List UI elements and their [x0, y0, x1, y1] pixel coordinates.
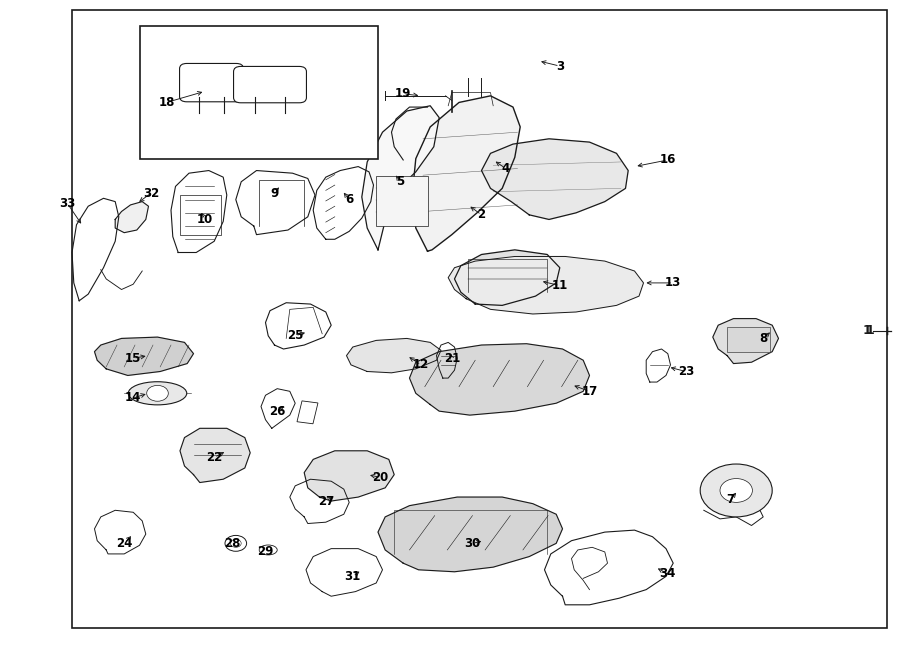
Text: 4: 4 [501, 162, 510, 175]
Text: 23: 23 [678, 365, 694, 378]
Polygon shape [304, 451, 394, 501]
Text: 11: 11 [552, 279, 568, 292]
Polygon shape [482, 139, 628, 219]
Text: 13: 13 [665, 276, 681, 290]
Polygon shape [94, 337, 194, 375]
Text: 32: 32 [143, 186, 159, 200]
Text: 15: 15 [125, 352, 141, 365]
Bar [140, 26, 378, 159]
Text: 25: 25 [287, 329, 303, 342]
Circle shape [230, 539, 241, 547]
Text: 16: 16 [660, 153, 676, 167]
Text: 29: 29 [257, 545, 274, 559]
Polygon shape [713, 319, 778, 364]
Bar [297, 401, 318, 424]
Polygon shape [378, 497, 562, 572]
Text: 22: 22 [206, 451, 222, 464]
Text: 27: 27 [318, 494, 334, 508]
Polygon shape [362, 106, 439, 250]
Text: 7: 7 [726, 492, 735, 506]
Text: 5: 5 [396, 175, 405, 188]
Text: 2: 2 [477, 208, 486, 221]
Circle shape [225, 535, 247, 551]
Text: 10: 10 [197, 213, 213, 226]
Polygon shape [448, 256, 644, 314]
Polygon shape [410, 344, 590, 415]
Ellipse shape [128, 381, 187, 405]
Text: 20: 20 [372, 471, 388, 484]
Text: 6: 6 [345, 193, 354, 206]
Text: 17: 17 [581, 385, 598, 398]
Text: 1: 1 [866, 324, 875, 337]
Text: 28: 28 [224, 537, 240, 550]
Circle shape [700, 464, 772, 517]
Bar [180, 195, 220, 235]
Text: 18: 18 [158, 96, 175, 109]
Text: 34: 34 [660, 567, 676, 580]
Text: 31: 31 [345, 570, 361, 583]
Polygon shape [115, 202, 148, 233]
Text: 21: 21 [444, 352, 460, 365]
Text: 33: 33 [59, 197, 76, 210]
Ellipse shape [259, 545, 277, 555]
Circle shape [147, 385, 168, 401]
Bar [376, 176, 428, 226]
Text: 3: 3 [555, 59, 564, 73]
Text: 12: 12 [413, 358, 429, 371]
Text: 1: 1 [862, 324, 871, 337]
Text: 19: 19 [395, 87, 411, 100]
Text: 26: 26 [269, 405, 285, 418]
Text: 14: 14 [125, 391, 141, 405]
Text: 8: 8 [759, 332, 768, 345]
Text: 30: 30 [464, 537, 481, 550]
Circle shape [720, 479, 752, 502]
Polygon shape [454, 250, 560, 305]
Bar [727, 327, 770, 352]
FancyBboxPatch shape [233, 66, 306, 102]
Polygon shape [180, 428, 250, 483]
Polygon shape [346, 338, 441, 373]
Text: 24: 24 [116, 537, 132, 550]
FancyBboxPatch shape [179, 63, 243, 102]
Text: 9: 9 [270, 186, 279, 200]
Polygon shape [412, 96, 520, 251]
